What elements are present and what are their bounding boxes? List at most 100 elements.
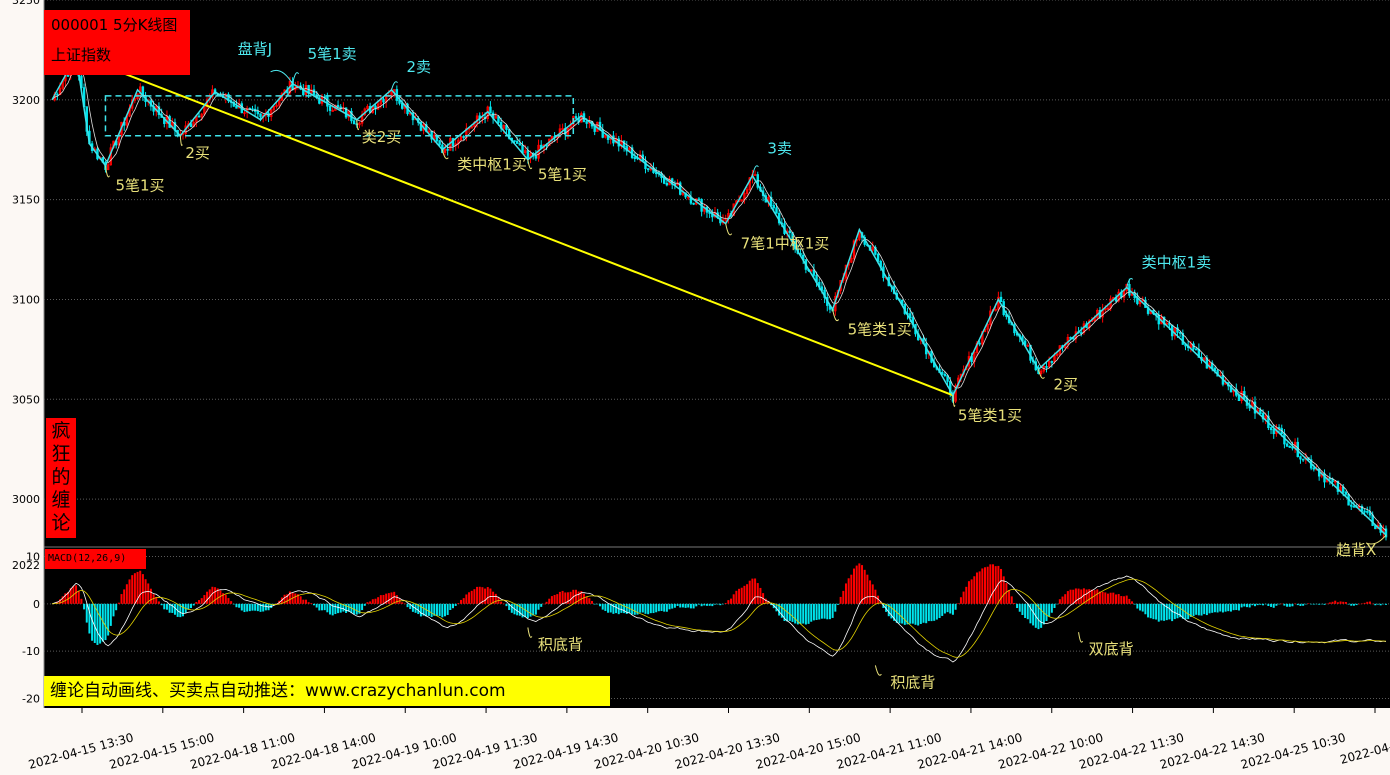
candle-body bbox=[1106, 307, 1110, 310]
macd-bar bbox=[812, 603, 815, 621]
macd-bar bbox=[1280, 603, 1283, 605]
candle-body bbox=[1050, 361, 1054, 363]
price-tick-label: 3000 bbox=[12, 493, 40, 506]
macd-bar bbox=[978, 571, 981, 604]
macd-bar bbox=[700, 603, 703, 607]
macd-bar bbox=[927, 603, 930, 622]
macd-bar bbox=[521, 603, 524, 618]
macd-bar bbox=[481, 587, 484, 604]
macd-bar bbox=[275, 603, 278, 604]
macd-bar bbox=[975, 572, 978, 604]
candle-body bbox=[1291, 446, 1294, 449]
macd-bar bbox=[713, 603, 716, 605]
macd-bar bbox=[1275, 603, 1278, 606]
macd-bar bbox=[566, 592, 569, 604]
macd-bar bbox=[107, 603, 110, 636]
macd-bar bbox=[147, 583, 150, 604]
macd-bar bbox=[687, 603, 690, 608]
annotation-label: 5笔1买 bbox=[115, 177, 164, 195]
candle-body bbox=[943, 373, 947, 376]
macd-bar bbox=[299, 596, 302, 604]
macd-bar bbox=[550, 596, 553, 604]
macd-bar bbox=[1077, 588, 1080, 604]
macd-bar bbox=[1021, 603, 1024, 616]
candle-body bbox=[526, 150, 530, 159]
candle-body bbox=[665, 182, 669, 186]
macd-bar bbox=[992, 564, 995, 604]
macd-bar bbox=[1259, 603, 1262, 605]
macd-bar bbox=[847, 578, 850, 604]
macd-bar bbox=[181, 603, 184, 617]
candle-body bbox=[462, 136, 465, 138]
candle-body bbox=[336, 104, 340, 108]
macd-bar bbox=[1243, 603, 1246, 607]
macd-bar bbox=[711, 603, 714, 607]
candle-body bbox=[1264, 415, 1267, 420]
macd-bar bbox=[620, 603, 623, 613]
macd-bar bbox=[780, 603, 783, 618]
macd-bar bbox=[730, 598, 733, 604]
macd-bar bbox=[131, 575, 134, 604]
macd-bar bbox=[387, 593, 390, 604]
macd-bar bbox=[214, 587, 217, 604]
candle-body bbox=[328, 105, 332, 111]
candle-body bbox=[1366, 510, 1369, 513]
macd-bar bbox=[946, 603, 949, 613]
macd-bar bbox=[660, 603, 663, 611]
macd-bar bbox=[558, 591, 561, 604]
annotation-arrow bbox=[751, 165, 759, 176]
macd-bar bbox=[334, 603, 337, 615]
macd-bar bbox=[735, 590, 738, 604]
candle-body bbox=[235, 105, 238, 109]
macd-bar bbox=[1026, 603, 1029, 620]
macd-bar bbox=[454, 603, 457, 606]
macd-bar bbox=[1053, 603, 1056, 608]
macd-bar bbox=[1029, 603, 1032, 624]
price-tick-label: 3250 bbox=[12, 0, 40, 7]
macd-bar bbox=[1224, 603, 1227, 612]
macd-bar bbox=[1286, 603, 1289, 607]
macd-bar bbox=[248, 603, 251, 612]
macd-bar bbox=[663, 603, 666, 612]
macd-bar bbox=[695, 603, 698, 607]
macd-bar bbox=[1123, 596, 1126, 604]
macd-bar bbox=[1104, 592, 1107, 604]
macd-bar bbox=[1101, 591, 1104, 604]
macd-bar bbox=[1320, 603, 1323, 605]
macd-bar bbox=[671, 603, 674, 609]
macd-bar bbox=[887, 603, 890, 617]
macd-bar bbox=[171, 603, 174, 613]
macd-bar bbox=[804, 603, 807, 625]
price-tick-label: 3050 bbox=[12, 393, 40, 406]
macd-bar bbox=[839, 596, 842, 604]
macd-bar bbox=[703, 603, 706, 606]
annotation-arrow bbox=[874, 665, 882, 676]
macd-bar bbox=[1016, 603, 1019, 609]
annotation-arrow bbox=[356, 119, 360, 131]
macd-bar bbox=[363, 603, 366, 606]
macd-bar bbox=[1181, 603, 1184, 619]
macd-bar bbox=[973, 576, 976, 604]
macd-bar bbox=[331, 603, 334, 616]
macd-bar bbox=[296, 594, 299, 604]
macd-bar bbox=[1157, 603, 1160, 622]
macd-bar bbox=[1355, 603, 1358, 606]
candle-body bbox=[513, 140, 516, 142]
candle-body bbox=[523, 150, 527, 154]
macd-bar bbox=[1360, 603, 1363, 605]
candle-body bbox=[850, 258, 853, 263]
macd-bar bbox=[556, 594, 559, 604]
macd-bar bbox=[179, 603, 182, 618]
macd-bar bbox=[230, 601, 233, 604]
macd-bar bbox=[1090, 589, 1093, 604]
macd-bar bbox=[1245, 603, 1248, 608]
macd-bar bbox=[216, 588, 219, 604]
macd-bar bbox=[318, 603, 321, 611]
annotation-label: 2卖 bbox=[407, 58, 432, 76]
macd-bar bbox=[1069, 589, 1072, 604]
macd-bar bbox=[818, 603, 821, 620]
candle-body bbox=[66, 74, 70, 77]
macd-bar bbox=[609, 603, 612, 613]
macd-bar bbox=[168, 603, 171, 613]
macd-bar bbox=[1173, 603, 1176, 620]
